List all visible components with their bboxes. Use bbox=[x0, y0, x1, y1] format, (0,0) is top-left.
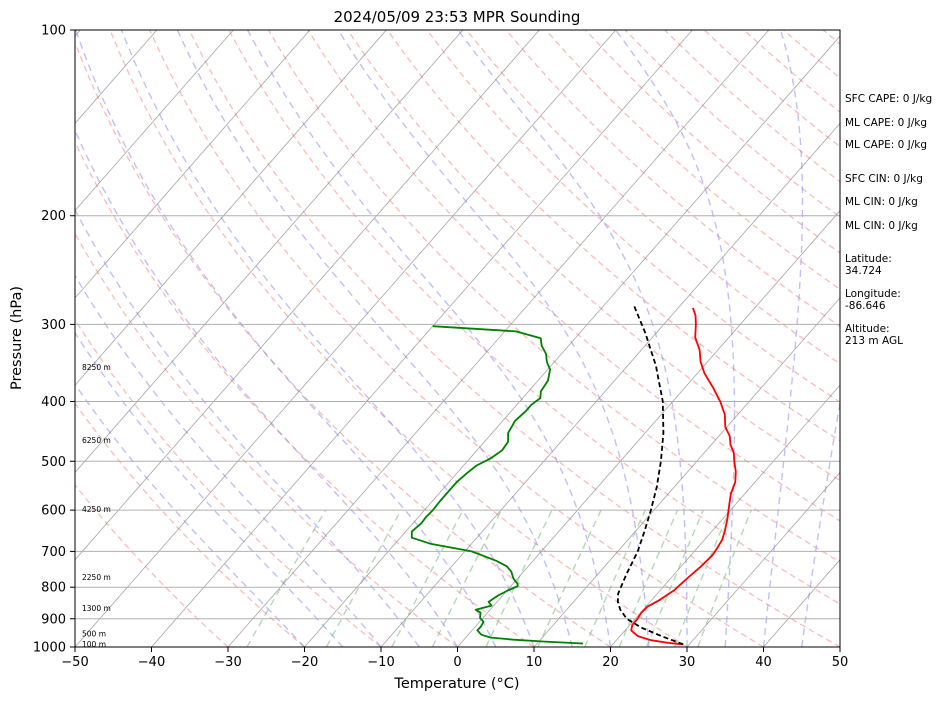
sfc-cape-text: SFC CAPE: 0 J/kg bbox=[845, 93, 932, 105]
moist-adiabat bbox=[38, 30, 458, 647]
y-tick-label: 300 bbox=[41, 318, 66, 333]
dry-adiabat bbox=[70, 30, 610, 647]
latitude-value: 34.724 bbox=[845, 265, 882, 277]
moist-adiabat bbox=[458, 30, 687, 647]
mixing-ratio-line bbox=[538, 510, 601, 647]
background-lines bbox=[0, 30, 947, 647]
mixing-ratio-line bbox=[247, 510, 326, 647]
x-tick-label: 50 bbox=[832, 655, 849, 670]
y-tick-label: 500 bbox=[41, 455, 66, 470]
moist-adiabat bbox=[616, 30, 735, 647]
x-tick-label: 10 bbox=[526, 655, 543, 670]
mixing-ratio-line bbox=[675, 510, 730, 647]
x-axis-label: Temperature (°C) bbox=[393, 676, 519, 692]
y-tick-label: 800 bbox=[41, 581, 66, 596]
height-label: 1300 m bbox=[82, 604, 111, 613]
x-tick-label: −50 bbox=[61, 655, 88, 670]
ml-cape-text: ML CAPE: 0 J/kg bbox=[845, 117, 927, 129]
dry-adiabat bbox=[229, 30, 917, 647]
x-tick-label: −40 bbox=[138, 655, 165, 670]
y-tick-label: 900 bbox=[41, 612, 66, 627]
latitude-label: Latitude: bbox=[845, 253, 892, 265]
height-label: 2250 m bbox=[82, 573, 111, 582]
y-tick-label: 100 bbox=[41, 24, 66, 39]
mixing-ratio-line bbox=[647, 510, 704, 647]
mixing-ratio-line bbox=[432, 510, 501, 647]
isotherm bbox=[305, 30, 846, 647]
y-tick-label: 700 bbox=[41, 545, 66, 560]
sfc-cin-text: SFC CIN: 0 J/kg bbox=[845, 173, 923, 185]
moist-adiabat bbox=[248, 30, 611, 647]
moist-adiabat bbox=[76, 30, 496, 647]
isotherm bbox=[0, 30, 233, 647]
altitude-value: 213 m AGL bbox=[845, 335, 903, 347]
x-tick-label: 20 bbox=[602, 655, 619, 670]
height-label: 8250 m bbox=[82, 363, 111, 372]
ml-cin-text: ML CIN: 0 J/kg bbox=[845, 196, 918, 208]
isotherm bbox=[228, 30, 769, 647]
longitude-label: Longitude: bbox=[845, 288, 901, 300]
isotherm bbox=[75, 30, 616, 647]
altitude-label: Altitude: bbox=[845, 323, 890, 335]
x-tick-label: 40 bbox=[755, 655, 772, 670]
dry-adiabat bbox=[150, 30, 764, 647]
moist-adiabat bbox=[338, 30, 649, 647]
parcel-path bbox=[618, 306, 683, 644]
moist-adiabat bbox=[177, 30, 572, 647]
y-tick-label: 400 bbox=[41, 395, 66, 410]
height-label: 6250 m bbox=[82, 436, 111, 445]
y-axis-label: Pressure (hPa) bbox=[9, 286, 25, 390]
y-tick-label: 200 bbox=[41, 209, 66, 224]
ml-cape-text-2: ML CAPE: 0 J/kg bbox=[845, 139, 927, 151]
height-label: 500 m bbox=[82, 629, 106, 638]
isotherm bbox=[381, 30, 922, 647]
x-tick-label: −10 bbox=[367, 655, 394, 670]
ml-cin-text-2: ML CIN: 0 J/kg bbox=[845, 220, 918, 232]
longitude-value: -86.646 bbox=[845, 300, 886, 312]
y-tick-label: 600 bbox=[41, 504, 66, 519]
isotherm bbox=[152, 30, 693, 647]
parameter-panel: SFC CAPE: 0 J/kg ML CAPE: 0 J/kg ML CAPE… bbox=[845, 93, 932, 347]
y-tick-label: 1000 bbox=[33, 641, 66, 656]
isotherm bbox=[0, 30, 463, 647]
x-tick-label: −20 bbox=[291, 655, 318, 670]
moist-adiabat bbox=[5, 30, 420, 647]
dry-adiabat bbox=[189, 30, 840, 647]
x-tick-label: 0 bbox=[453, 655, 461, 670]
x-tick-label: 30 bbox=[679, 655, 696, 670]
chart-title: 2024/05/09 23:53 MPR Sounding bbox=[334, 8, 581, 26]
axes: −50 −40 −30 −20 −10 0 10 20 30 40 50 1000 900 800 700 6… bbox=[33, 24, 848, 671]
x-tick-label: −30 bbox=[214, 655, 241, 670]
height-label: 4250 m bbox=[82, 505, 111, 514]
moist-adiabat bbox=[764, 30, 803, 647]
plot-frame bbox=[75, 30, 840, 647]
isotherm bbox=[0, 30, 539, 647]
mixing-ratio-line bbox=[392, 510, 463, 647]
isotherm bbox=[0, 30, 4, 647]
